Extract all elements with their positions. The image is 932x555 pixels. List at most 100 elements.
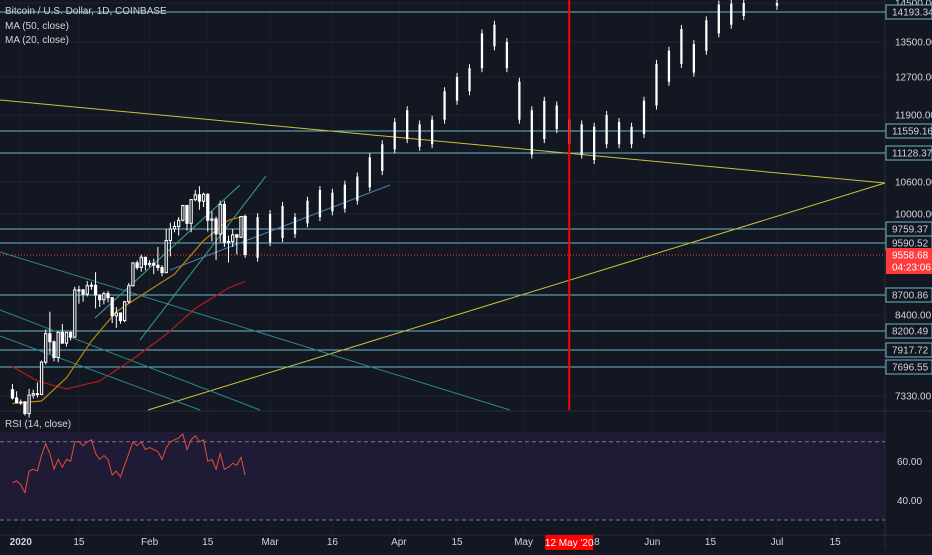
candle [152, 258, 156, 275]
candle-body [655, 63, 658, 106]
candle-body-up [64, 331, 69, 344]
candle [214, 216, 218, 261]
candle-body [293, 217, 297, 234]
price-tick-label: 10000.00 [895, 210, 932, 221]
candle-body-down [106, 293, 110, 299]
rsi-band [0, 432, 885, 520]
candle [10, 384, 15, 400]
candle-body [605, 115, 608, 145]
candle-body-down [98, 294, 102, 301]
candle-body [343, 184, 347, 209]
candle [210, 211, 214, 242]
level-price-tag [885, 359, 932, 375]
candle [89, 281, 94, 290]
time-tick-label: 15 [705, 537, 717, 548]
level-price-tag [885, 342, 932, 358]
candle-body-up [39, 361, 44, 395]
candle-body-down [143, 256, 148, 266]
price-tick-label: 11900.00 [895, 111, 932, 122]
ma20-line [12, 215, 246, 405]
level-price-tag [885, 145, 932, 161]
candle-body [381, 144, 384, 172]
candle-body-up [231, 234, 235, 242]
candle-body-up [19, 401, 23, 404]
candle [127, 282, 131, 304]
candle-body [393, 122, 396, 150]
level-price-label: 11559.16 [892, 127, 932, 138]
candle [60, 323, 64, 344]
candle [19, 399, 23, 405]
candle [226, 235, 231, 263]
current-price-label: 9558.68 [892, 251, 929, 262]
time-tick-label: Apr [391, 537, 407, 548]
ma50-legend[interactable]: MA (50, close) [5, 21, 69, 32]
candle-body-up [44, 333, 48, 363]
level-price-label: 14193.34 [892, 8, 932, 19]
candle-body-up [189, 199, 193, 224]
candle-body [493, 24, 496, 47]
level-price-label: 8200.49 [892, 327, 929, 338]
candle [239, 215, 243, 239]
time-tick-label: 15 [202, 537, 214, 548]
candle [64, 331, 69, 347]
time-tick-label: 18 [589, 537, 601, 548]
candle [160, 265, 164, 277]
trendline-ascending [147, 182, 886, 411]
time-tick-label: Jul [771, 537, 784, 548]
symbol-legend[interactable]: Bitcoin / U.S. Dollar, 1D, COINBASE [5, 6, 167, 17]
candle [27, 388, 31, 418]
candle-body-up [181, 204, 185, 221]
candle [135, 260, 139, 270]
candle [81, 288, 85, 302]
level-price-label: 7696.55 [892, 363, 929, 374]
candle [123, 301, 127, 323]
time-tick-label: Jun [644, 537, 660, 548]
rsi-tick-label: 40.00 [897, 496, 922, 507]
time-tick-label: May [514, 537, 533, 548]
candle-body [480, 33, 484, 69]
candle [31, 389, 35, 399]
candle-body-up [168, 228, 172, 242]
level-price-tag [885, 323, 932, 339]
time-tick-label: 15 [451, 537, 463, 548]
candle-body-down [135, 262, 139, 269]
candle [118, 312, 123, 324]
candle-body [306, 200, 309, 224]
candle-body [318, 190, 322, 218]
candle-body [667, 50, 671, 82]
candle-body-up [177, 219, 181, 227]
level-price-label: 11128.37 [892, 149, 932, 160]
candle-body [642, 100, 646, 135]
candle [168, 222, 172, 257]
candle-body [593, 126, 596, 161]
ma20-legend[interactable]: MA (20, close) [5, 35, 69, 46]
rsi-line [12, 433, 246, 495]
candle-body-down [214, 218, 218, 235]
candle-body [468, 68, 471, 92]
rsi-tick-label: 60.00 [897, 457, 922, 468]
candle-body [530, 110, 533, 155]
candle-body-down [60, 331, 64, 344]
candle-body-up [56, 331, 60, 359]
price-tick-label: 7330.00 [895, 392, 932, 403]
candle-body-up [27, 394, 31, 414]
candle [56, 331, 60, 363]
candle-body-down [185, 204, 189, 224]
candle-body-up [73, 289, 77, 338]
price-tick-label: 8400.00 [895, 311, 932, 322]
candle-body [281, 206, 284, 239]
candle-body-up [114, 312, 118, 317]
candle-body-down [35, 393, 40, 396]
time-tick-label: Mar [261, 537, 279, 548]
candle-body [268, 214, 272, 243]
candle-body [630, 126, 633, 145]
current-price-tag [886, 248, 932, 274]
trendline-descending [0, 99, 886, 184]
rsi-legend[interactable]: RSI (14, close) [5, 419, 72, 430]
candle [85, 281, 89, 297]
candle-body-down [48, 333, 52, 343]
time-tick-label: 16 [327, 537, 339, 548]
candle-body [730, 3, 733, 25]
